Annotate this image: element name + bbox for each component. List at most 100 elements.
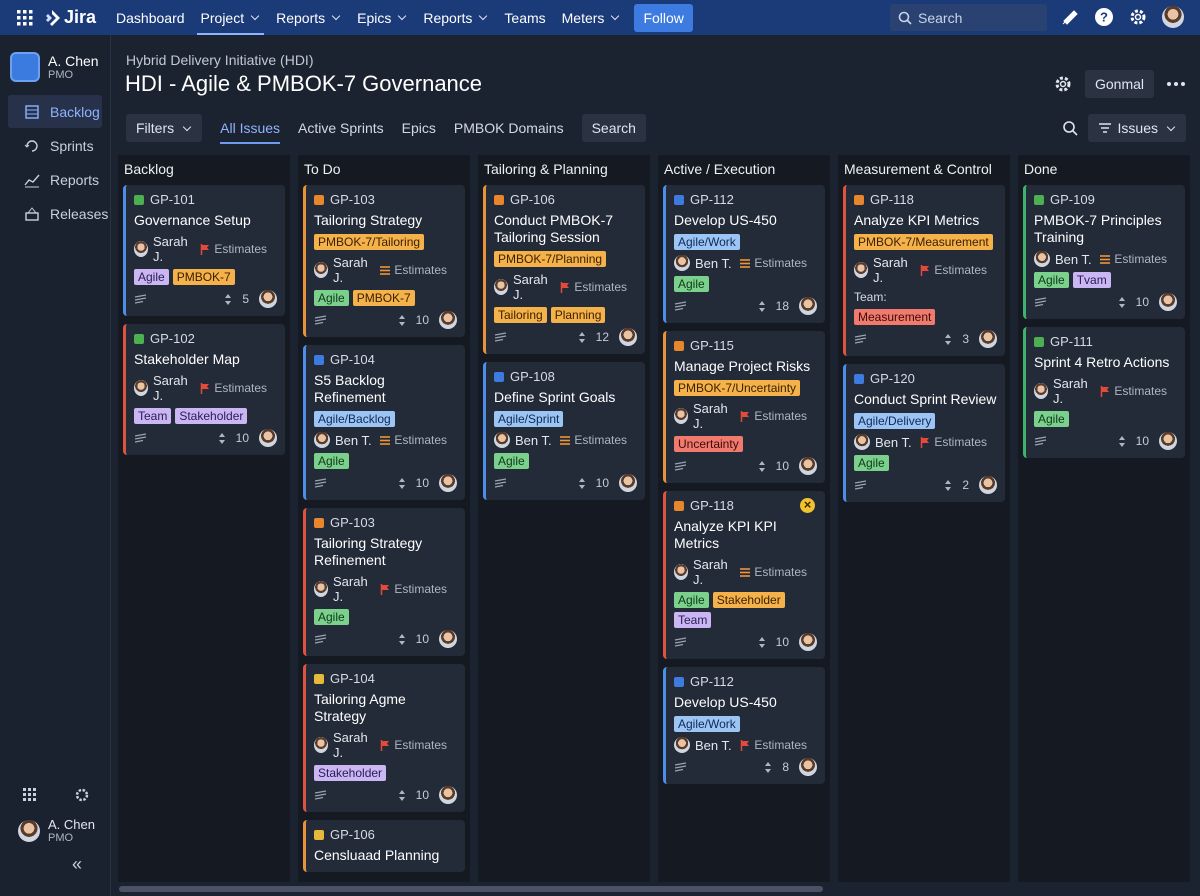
tab[interactable]: All Issues — [220, 112, 280, 144]
side-item[interactable]: Backlog — [8, 95, 102, 128]
label: Stakeholder — [175, 408, 248, 424]
nav-item[interactable]: Teams — [496, 0, 553, 35]
column: Done GP-109 PMBOK-7 Principles Training Ben… — [1018, 155, 1190, 882]
card-list: GP-112 Develop US-450 Agile/Work Ben T. Esti… — [658, 185, 830, 784]
issue-card[interactable]: GP-120 Conduct Sprint Review Agile/Deliver… — [843, 364, 1005, 502]
estimate-label: Estimates — [574, 433, 627, 447]
nav-item[interactable]: Meters — [554, 0, 629, 35]
issue-key: GP-112 — [690, 192, 734, 207]
issue-card[interactable]: GP-102 Stakeholder Map Sarah J. Estimates Te… — [123, 324, 285, 455]
issues-button[interactable]: Issues — [1087, 114, 1186, 142]
side-item[interactable]: Releases — [8, 197, 108, 230]
assignee-row: Sarah J. Estimates — [854, 255, 997, 285]
estimate: Estimates — [740, 565, 807, 579]
detail-icon — [134, 294, 148, 304]
issue-card[interactable]: GP-112 Develop US-450 Agile/Work Ben T. Esti… — [663, 185, 825, 323]
column-title: To Do — [304, 161, 341, 177]
label: Uncertainty — [674, 436, 743, 452]
issue-key: GP-104 — [330, 671, 375, 686]
collapse-button[interactable]: « — [72, 854, 83, 874]
priority-medium-svg — [380, 435, 391, 445]
search-box[interactable]: Search — [890, 4, 1047, 31]
issue-key: GP-118 — [870, 192, 914, 207]
assignee-row: Ben T. Estimates — [674, 737, 817, 753]
project-avatar — [10, 52, 40, 82]
story-points: 10 — [595, 476, 609, 490]
story-points: 10 — [415, 476, 429, 490]
story-points: 3 — [962, 332, 969, 346]
nav-item[interactable]: Reports — [415, 0, 496, 35]
issue-card[interactable]: GP-103 Tailoring Strategy PMBOK-7/Tailorin… — [303, 185, 465, 337]
nav-item[interactable]: Dashboard — [108, 0, 193, 35]
follow-button[interactable]: Follow — [634, 3, 693, 32]
notify-icon — [1060, 7, 1080, 27]
profile-avatar[interactable] — [1162, 6, 1184, 28]
assignee-avatar — [314, 432, 330, 448]
key-row: GP-112 — [674, 192, 817, 207]
detail-icon — [854, 334, 868, 344]
label: Team — [134, 408, 172, 424]
issue-card[interactable]: GP-118 Analyze KPI Metrics PMBOK-7/Measure… — [843, 185, 1005, 356]
filters-button[interactable]: Filters — [126, 114, 203, 142]
issue-card[interactable]: GP-115 Manage Project Risks PMBOK-7/Uncert… — [663, 331, 825, 483]
tab[interactable]: PMBOK Domains — [453, 120, 564, 136]
label-list: Agile/Work — [674, 234, 817, 250]
footer-avatar — [979, 476, 997, 494]
key-row: GP-108 — [494, 369, 637, 384]
issue-key: GP-104 — [330, 352, 375, 367]
issue-card[interactable]: GP-106 Conduct PMBOK-7 Tailoring Session P… — [483, 185, 645, 354]
detail-icon-svg — [1034, 436, 1047, 446]
issue-card[interactable]: GP-111 Sprint 4 Retro Actions Sarah J. Esti… — [1023, 327, 1185, 458]
label-list: PMBOK-7/Planning — [494, 251, 637, 267]
issue-card[interactable]: GP-118 × Analyze KPI KPI Metrics Sarah J. Es… — [663, 491, 825, 659]
sort-icon — [764, 761, 772, 773]
issue-card[interactable]: GP-103 Tailoring Strategy Refinement Sarah… — [303, 508, 465, 656]
tab[interactable]: Epics — [401, 120, 436, 136]
issue-card[interactable]: GP-104 Tailoring Agme Strategy Sarah J. Est… — [303, 664, 465, 812]
tab[interactable]: Active Sprints — [298, 120, 384, 136]
issue-card[interactable]: GP-101 Governance Setup Sarah J. Estimates A… — [123, 185, 285, 316]
header-button[interactable]: Gonmal — [1085, 70, 1155, 98]
issue-card[interactable]: GP-106 Censluaad Planning — [303, 820, 465, 872]
estimate: Estimates — [380, 263, 447, 277]
sort-icon — [1118, 296, 1126, 308]
card-list: GP-109 PMBOK-7 Principles Training Ben T. E… — [1018, 185, 1190, 458]
estimate-label: Estimates — [934, 435, 987, 449]
apps-icon-svg — [23, 788, 36, 801]
help-icon: ? — [1094, 7, 1114, 27]
footer-avatar — [259, 429, 277, 447]
estimate-label: Estimates — [574, 280, 627, 294]
label: Agile — [314, 453, 349, 469]
detail-icon — [494, 332, 508, 342]
assignee-avatar — [314, 581, 328, 597]
sort-icon-svg — [945, 333, 952, 345]
issue-key: GP-103 — [330, 192, 375, 207]
type-icon — [1034, 336, 1044, 347]
footer-user: A. Chen PMO — [0, 803, 110, 844]
sort-icon — [398, 789, 406, 801]
label-list: Agile — [314, 609, 457, 625]
detail-icon — [314, 790, 328, 800]
issue-card[interactable]: GP-108 Define Sprint Goals Agile/Sprint Ben… — [483, 362, 645, 500]
issue-card[interactable]: GP-104 S5 Backlog Refinement Agile/Backlog… — [303, 345, 465, 500]
search-button[interactable]: Search — [581, 114, 646, 142]
issue-title: Manage Project Risks — [674, 358, 811, 374]
type-icon — [674, 500, 684, 511]
label: PMBOK-7 — [352, 290, 415, 306]
label-list: Agile — [674, 276, 817, 292]
label: Tvam — [1072, 272, 1111, 288]
nav-item[interactable]: Reports — [268, 0, 349, 35]
assignee-name: Ben T. — [875, 434, 912, 450]
label: PMBOK-7/Planning — [494, 251, 607, 267]
type-icon — [494, 371, 504, 382]
column: Measurement & Control GP-118 Analyze KPI M… — [838, 155, 1010, 882]
side-icon — [24, 104, 40, 120]
side-item[interactable]: Sprints — [8, 129, 102, 162]
nav-item[interactable]: Project — [193, 0, 269, 35]
side-item[interactable]: Reports — [8, 163, 102, 196]
side-footer: A. Chen PMO « — [0, 787, 110, 875]
estimate-label: Estimates — [934, 263, 987, 277]
issue-card[interactable]: GP-112 Develop US-450 Agile/Work Ben T. Esti… — [663, 667, 825, 784]
nav-item[interactable]: Epics — [349, 0, 415, 35]
issue-card[interactable]: GP-109 PMBOK-7 Principles Training Ben T. E… — [1023, 185, 1185, 319]
